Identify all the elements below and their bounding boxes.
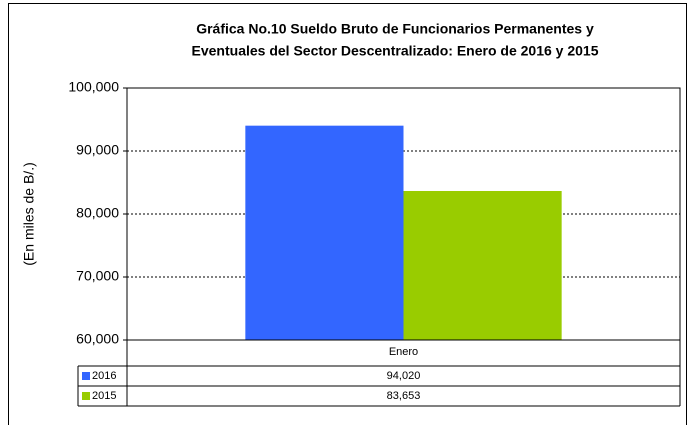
legend-label: 2016 <box>92 370 116 382</box>
y-tick-label: 90,000 <box>76 142 119 158</box>
data-label: 83,653 <box>387 390 421 402</box>
chart-title: Eventuales del Sector Descentralizado: E… <box>192 43 599 59</box>
y-tick-label: 60,000 <box>76 331 119 347</box>
bar <box>245 125 404 340</box>
y-tick-label: 70,000 <box>76 268 119 284</box>
plot-border <box>126 87 681 341</box>
legend-label: 2015 <box>92 390 116 402</box>
y-tick-label: 100,000 <box>68 79 119 95</box>
y-tick-label: 80,000 <box>76 205 119 221</box>
chart-title: Gráfica No.10 Sueldo Bruto de Funcionari… <box>196 21 594 37</box>
y-axis-label: (En miles de B/.) <box>21 162 37 265</box>
legend-key <box>82 372 90 380</box>
x-tick-label: Enero <box>389 346 418 358</box>
legend-key <box>82 392 90 400</box>
data-label: 94,020 <box>387 370 421 382</box>
bar <box>403 190 562 340</box>
